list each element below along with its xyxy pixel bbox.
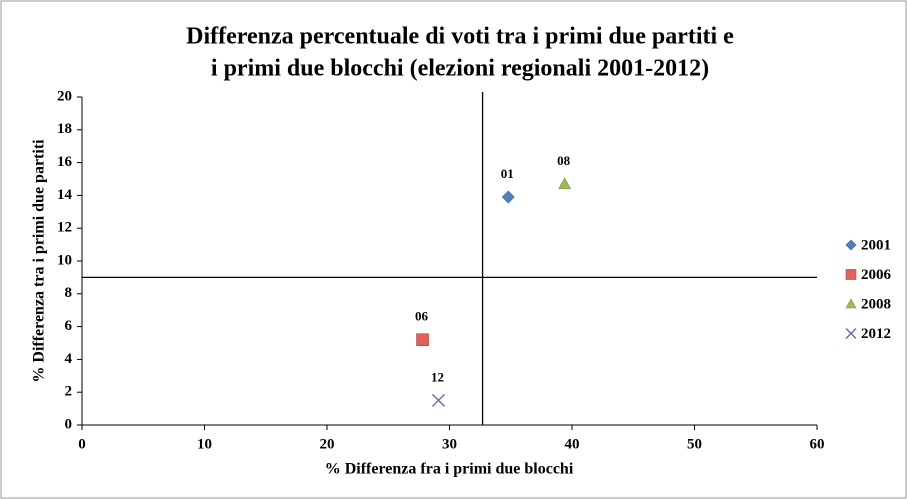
legend-marker xyxy=(845,239,857,251)
x-tick-label: 30 xyxy=(442,436,457,452)
y-tick-label: 4 xyxy=(65,351,73,367)
point xyxy=(558,177,572,190)
x-tick-label: 40 xyxy=(565,436,580,452)
data-label: 08 xyxy=(557,153,571,168)
legend-label: 2008 xyxy=(861,296,891,312)
x-tick-label: 50 xyxy=(687,436,702,452)
legend-marker xyxy=(845,269,857,280)
y-tick-label: 20 xyxy=(57,88,72,104)
y-tick-label: 16 xyxy=(57,154,73,170)
x-tick-label: 60 xyxy=(810,436,825,452)
y-tick-label: 12 xyxy=(57,220,72,236)
y-tick-label: 2 xyxy=(65,384,73,400)
legend-marker xyxy=(845,298,857,309)
legend-label: 2001 xyxy=(861,237,891,253)
x-tick-label: 20 xyxy=(320,436,335,452)
y-tick-label: 8 xyxy=(65,285,73,301)
point xyxy=(431,393,446,407)
y-tick-label: 10 xyxy=(57,252,72,268)
y-tick-label: 6 xyxy=(65,318,73,334)
point xyxy=(416,333,429,347)
legend-marker xyxy=(845,327,857,340)
x-tick-label: 10 xyxy=(197,436,212,452)
y-axis-title: % Differenza tra i primi due partiti xyxy=(31,139,48,383)
point xyxy=(501,190,515,204)
x-tick-label: 0 xyxy=(78,436,86,452)
legend-label: 2012 xyxy=(861,326,891,342)
chart-title: i primi due blocchi (elezioni regionali … xyxy=(211,56,709,82)
y-tick-label: 14 xyxy=(57,187,73,203)
y-tick-label: 0 xyxy=(65,416,73,432)
data-label: 12 xyxy=(431,369,444,384)
chart-title: Differenza percentuale di voti tra i pri… xyxy=(186,24,734,50)
x-axis-title: % Differenza fra i primi due blocchi xyxy=(325,461,574,478)
y-tick-label: 18 xyxy=(57,121,72,137)
data-label: 01 xyxy=(501,166,514,181)
data-label: 06 xyxy=(415,309,429,324)
legend-label: 2006 xyxy=(861,267,892,283)
